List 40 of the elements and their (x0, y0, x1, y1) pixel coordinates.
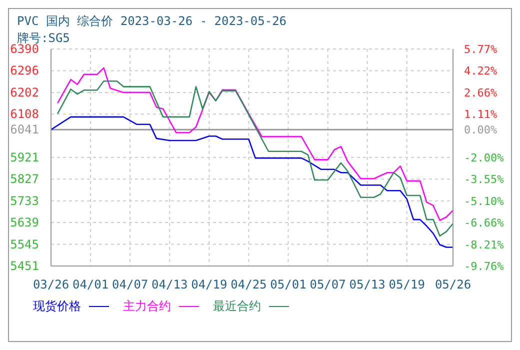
chart-subtitle: 牌号:SG5 (17, 30, 71, 45)
y2-tick-label: -6.66% (464, 216, 504, 230)
legend-label: 最近合约 (213, 298, 261, 315)
y-tick-label: 5639 (10, 216, 39, 230)
x-tick-label: 04/07 (112, 278, 148, 292)
line-series (51, 116, 453, 248)
x-tick-label: 03/26 (32, 278, 70, 292)
x-tick-label: 04/19 (191, 278, 228, 292)
x-tick-label: 04/25 (230, 278, 267, 292)
x-tick-label: 05/13 (349, 278, 386, 292)
y-tick-label: 5733 (10, 194, 39, 208)
x-tick-label: 05/19 (388, 278, 425, 292)
y2-tick-label: -2.00% (464, 152, 504, 165)
legend-label: 现货价格 (33, 298, 81, 315)
y-tick-label: 6108 (10, 107, 39, 122)
y2-tick-label: 5.77% (464, 43, 498, 56)
y2-tick-label: -3.55% (464, 173, 504, 186)
y2-tick-label: 0.00% (464, 124, 498, 137)
y2-tick-label: 4.22% (464, 64, 498, 78)
x-tick-label: 05/01 (270, 278, 306, 292)
y-tick-label: 6296 (10, 64, 39, 78)
x-tick-label: 05/26 (434, 278, 472, 292)
y2-tick-label: -8.21% (464, 238, 504, 252)
y-tick-label: 5545 (10, 237, 39, 252)
x-tick-label: 04/01 (72, 278, 109, 292)
chart-title: PVC 国内 综合价 2023-03-26 - 2023-05-26 (17, 13, 287, 30)
legend-label: 主力合约 (123, 298, 171, 315)
y2-tick-label: -5.10% (464, 194, 504, 208)
y2-tick-label: 1.11% (464, 108, 498, 122)
line-series (56, 80, 453, 237)
y-tick-label: 5827 (10, 172, 39, 186)
y-tick-label: 6202 (10, 85, 39, 100)
y-tick-label: 5921 (10, 150, 39, 164)
y-tick-label: 6041 (10, 122, 39, 137)
y2-tick-label: -9.76% (464, 260, 504, 273)
x-tick-label: 05/07 (310, 278, 346, 292)
y2-tick-label: 2.66% (464, 86, 498, 100)
x-tick-label: 04/13 (152, 278, 188, 292)
line-series (56, 67, 453, 221)
y-tick-label: 5451 (10, 259, 39, 273)
